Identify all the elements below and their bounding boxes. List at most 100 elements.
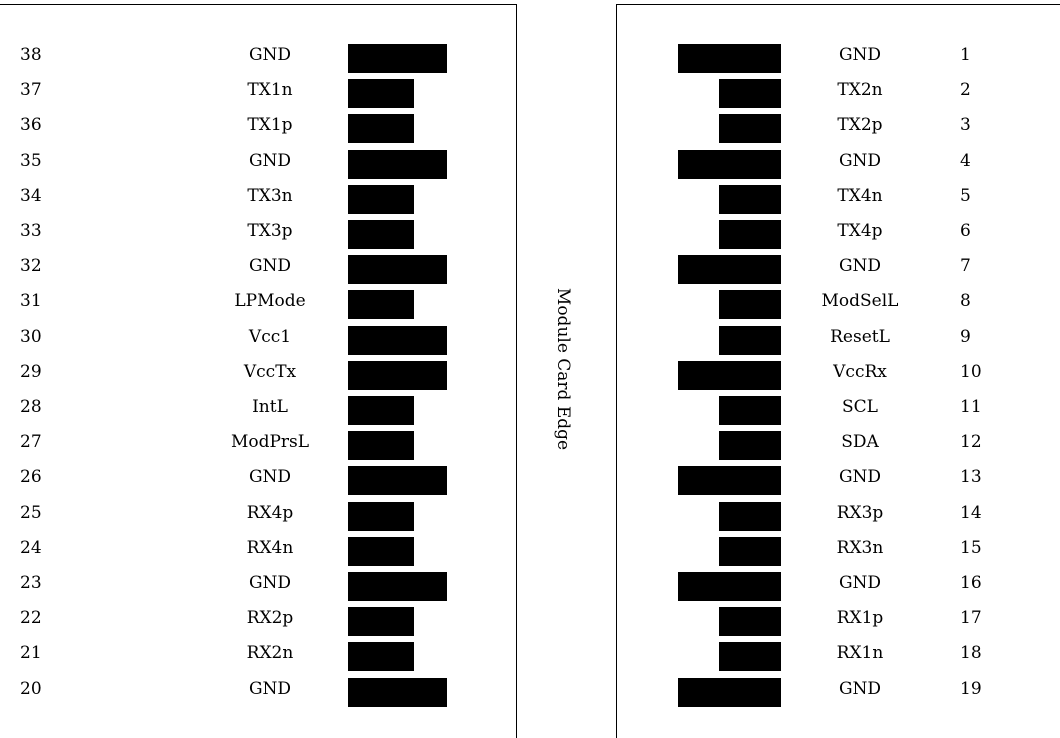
signal-name: GND bbox=[248, 573, 292, 593]
right-pin-row: GND 4 bbox=[0, 144, 1060, 179]
signal-name: RX3n bbox=[836, 537, 884, 558]
short-contact-pad bbox=[348, 431, 414, 461]
long-contact-pad bbox=[678, 44, 781, 73]
signal-name: RX4p bbox=[246, 502, 294, 523]
long-contact-pad bbox=[348, 255, 447, 285]
short-contact-pad bbox=[719, 79, 781, 109]
short-contact-pad bbox=[348, 642, 414, 672]
short-contact-pad bbox=[348, 501, 414, 531]
left-top-border bbox=[0, 4, 516, 5]
right-pin-row: GND 7 bbox=[0, 249, 1060, 285]
short-contact-pad bbox=[719, 607, 781, 637]
short-contact-pad bbox=[719, 431, 781, 461]
long-contact-pad bbox=[348, 44, 447, 73]
right-pin-row: TX4n 5 bbox=[0, 179, 1060, 214]
signal-name: SCL bbox=[842, 397, 878, 417]
left-pin-row: 35 GND bbox=[0, 144, 516, 179]
signal-name: GND bbox=[248, 256, 292, 277]
signal-name: RX1p bbox=[836, 608, 884, 629]
long-contact-pad bbox=[348, 149, 447, 179]
right-pin-row: RX1p 17 bbox=[0, 601, 1060, 637]
pin-number: 12 bbox=[960, 432, 982, 453]
signal-name: RX1n bbox=[836, 643, 884, 664]
left-pin-row: 26 GND bbox=[0, 460, 516, 496]
signal-name: Vcc1 bbox=[248, 326, 292, 347]
signal-name: TX1p bbox=[247, 115, 293, 136]
pin-number: 10 bbox=[960, 361, 982, 382]
signal-name: GND bbox=[838, 45, 882, 65]
short-contact-pad bbox=[719, 114, 781, 144]
signal-name: TX2p bbox=[837, 115, 883, 136]
right-pin-row: SDA 12 bbox=[0, 425, 1060, 461]
signal-name: TX4p bbox=[837, 221, 883, 241]
left-pin-row: 34 TX3n bbox=[0, 179, 516, 214]
signal-name: ModSelL bbox=[821, 291, 899, 312]
right-vertical-divider bbox=[616, 4, 617, 738]
right-pin-row: ModSelL 8 bbox=[0, 284, 1060, 320]
short-contact-pad bbox=[348, 290, 414, 320]
left-pin-row: 37 TX1n bbox=[0, 73, 516, 109]
long-contact-pad bbox=[678, 360, 781, 390]
signal-name: TX1n bbox=[247, 80, 293, 101]
right-pin-row: GND 19 bbox=[0, 672, 1060, 707]
long-contact-pad bbox=[678, 466, 781, 496]
pin-number: 6 bbox=[960, 221, 971, 241]
left-pin-row: 30 Vcc1 bbox=[0, 320, 516, 355]
pin-number: 30 bbox=[20, 326, 42, 347]
pin-number: 17 bbox=[960, 608, 982, 629]
pin-number: 36 bbox=[20, 115, 42, 136]
left-pin-row: 20 GND bbox=[0, 672, 516, 707]
signal-name: SDA bbox=[841, 432, 879, 453]
signal-name: TX2n bbox=[837, 80, 883, 101]
right-pin-row: TX4p 6 bbox=[0, 214, 1060, 249]
left-pin-row: 24 RX4n bbox=[0, 531, 516, 566]
signal-name: RX3p bbox=[836, 502, 884, 523]
long-contact-pad bbox=[348, 572, 447, 601]
signal-name: GND bbox=[248, 150, 292, 171]
left-pin-row: 22 RX2p bbox=[0, 601, 516, 637]
short-contact-pad bbox=[719, 184, 781, 214]
signal-name: GND bbox=[248, 678, 292, 699]
right-pin-row: RX1n 18 bbox=[0, 636, 1060, 672]
left-pin-row: 29 VccTx bbox=[0, 355, 516, 390]
signal-name: GND bbox=[248, 467, 292, 488]
long-contact-pad bbox=[348, 466, 447, 496]
short-contact-pad bbox=[719, 220, 781, 249]
signal-name: GND bbox=[838, 256, 882, 277]
short-contact-pad bbox=[348, 396, 414, 425]
pin-number: 27 bbox=[20, 432, 42, 453]
right-pin-row: TX2p 3 bbox=[0, 108, 1060, 144]
right-pin-row: ResetL 9 bbox=[0, 320, 1060, 355]
signal-name: GND bbox=[248, 45, 292, 65]
signal-name: RX4n bbox=[246, 537, 294, 558]
signal-name: ModPrsL bbox=[230, 432, 310, 453]
long-contact-pad bbox=[678, 255, 781, 285]
short-contact-pad bbox=[348, 79, 414, 109]
short-contact-pad bbox=[348, 607, 414, 637]
pin-number: 22 bbox=[20, 608, 42, 629]
left-pin-row: 28 IntL bbox=[0, 390, 516, 425]
pin-number: 29 bbox=[20, 361, 42, 382]
right-top-border bbox=[616, 4, 1060, 5]
signal-name: VccRx bbox=[833, 361, 887, 382]
pin-number: 26 bbox=[20, 467, 42, 488]
left-pin-row: 33 TX3p bbox=[0, 214, 516, 249]
pin-number: 24 bbox=[20, 537, 42, 558]
left-pin-row: 25 RX4p bbox=[0, 496, 516, 531]
pin-number: 23 bbox=[20, 573, 42, 593]
signal-name: ResetL bbox=[830, 326, 890, 347]
signal-name: GND bbox=[838, 678, 882, 699]
left-vertical-divider bbox=[516, 4, 517, 738]
pin-number: 20 bbox=[20, 678, 42, 699]
short-contact-pad bbox=[719, 325, 781, 355]
pin-number: 15 bbox=[960, 537, 982, 558]
long-contact-pad bbox=[678, 149, 781, 179]
signal-name: RX2p bbox=[246, 608, 294, 629]
pin-number: 18 bbox=[960, 643, 982, 664]
right-pin-row: RX3p 14 bbox=[0, 496, 1060, 531]
short-contact-pad bbox=[719, 290, 781, 320]
left-pin-row: 38 GND bbox=[0, 38, 516, 73]
pin-number: 1 bbox=[960, 45, 971, 65]
right-pin-row: SCL 11 bbox=[0, 390, 1060, 425]
